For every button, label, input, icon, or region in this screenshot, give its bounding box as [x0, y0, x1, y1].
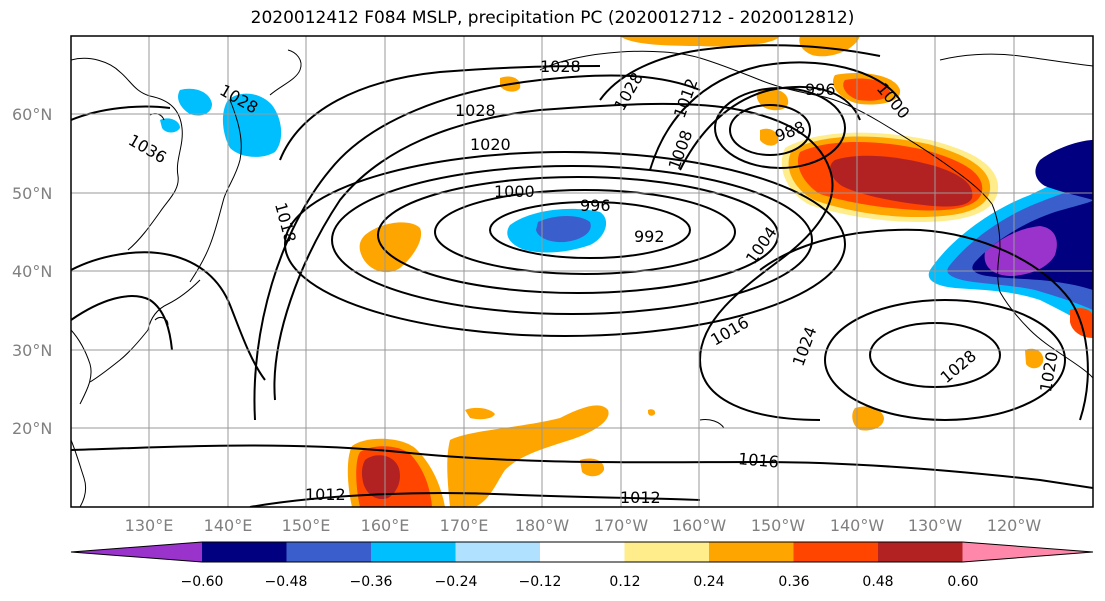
lon-label: 160°W — [672, 516, 727, 535]
colorbar-tick-label: 0.24 — [693, 574, 724, 590]
isobar-label: 1020 — [470, 135, 511, 154]
colorbar-segment — [878, 542, 963, 562]
lon-label: 170°W — [594, 516, 649, 535]
lon-label: 160°E — [361, 516, 410, 535]
isobar-label: 996 — [805, 80, 836, 99]
isobar-label: 1012 — [620, 488, 661, 507]
lon-label: 140°W — [830, 516, 885, 535]
colorbar-tick-label: 0.48 — [862, 574, 893, 590]
isobar-label: 996 — [580, 196, 611, 215]
lon-label: 140°E — [204, 516, 253, 535]
colorbar-segment — [371, 542, 456, 562]
colorbar — [71, 542, 1093, 562]
lon-label: 170°E — [440, 516, 489, 535]
isobar-label: 1016 — [737, 449, 779, 471]
lon-label: 120°W — [987, 516, 1042, 535]
colorbar-tick-label: −0.48 — [265, 574, 308, 590]
isobar-label: 1012 — [305, 485, 346, 504]
colorbar-tick-label: −0.12 — [519, 574, 562, 590]
lat-label: 20°N — [12, 419, 52, 438]
colorbar-segment — [540, 542, 625, 562]
colorbar-tick-label: −0.36 — [350, 574, 393, 590]
colorbar-tick-labels: −0.60 −0.48 −0.36 −0.24 −0.12 0.12 0.24 … — [181, 574, 979, 590]
isobar-label: 992 — [634, 227, 665, 246]
lat-label: 50°N — [12, 184, 52, 203]
colorbar-extend-low — [71, 542, 202, 562]
colorbar-segment — [625, 542, 710, 562]
colorbar-segment — [709, 542, 794, 562]
longitude-labels: 130°E 140°E 150°E 160°E 170°E 180°W 170°… — [125, 516, 1042, 535]
colorbar-tick-label: 0.60 — [947, 574, 978, 590]
lat-label: 30°N — [12, 341, 52, 360]
lon-label: 150°E — [282, 516, 331, 535]
colorbar-tick-label: 0.12 — [609, 574, 640, 590]
colorbar-segment — [456, 542, 541, 562]
colorbar-tick-label: −0.60 — [181, 574, 224, 590]
lon-label: 130°W — [908, 516, 963, 535]
isobar-label: 1000 — [494, 182, 535, 201]
colorbar-extend-high — [963, 542, 1094, 562]
colorbar-tick-label: 0.36 — [778, 574, 809, 590]
lon-label: 130°E — [125, 516, 174, 535]
lon-label: 150°W — [751, 516, 806, 535]
isobar-label: 1028 — [540, 57, 581, 76]
lat-label: 60°N — [12, 105, 52, 124]
lat-label: 40°N — [12, 262, 52, 281]
colorbar-segment — [287, 542, 372, 562]
lon-label: 180°W — [515, 516, 570, 535]
colorbar-segment — [202, 542, 287, 562]
isobar-label: 1028 — [455, 101, 496, 120]
colorbar-segment — [794, 542, 879, 562]
colorbar-tick-label: −0.24 — [435, 574, 478, 590]
latitude-labels: 60°N 50°N 40°N 30°N 20°N — [12, 105, 52, 438]
